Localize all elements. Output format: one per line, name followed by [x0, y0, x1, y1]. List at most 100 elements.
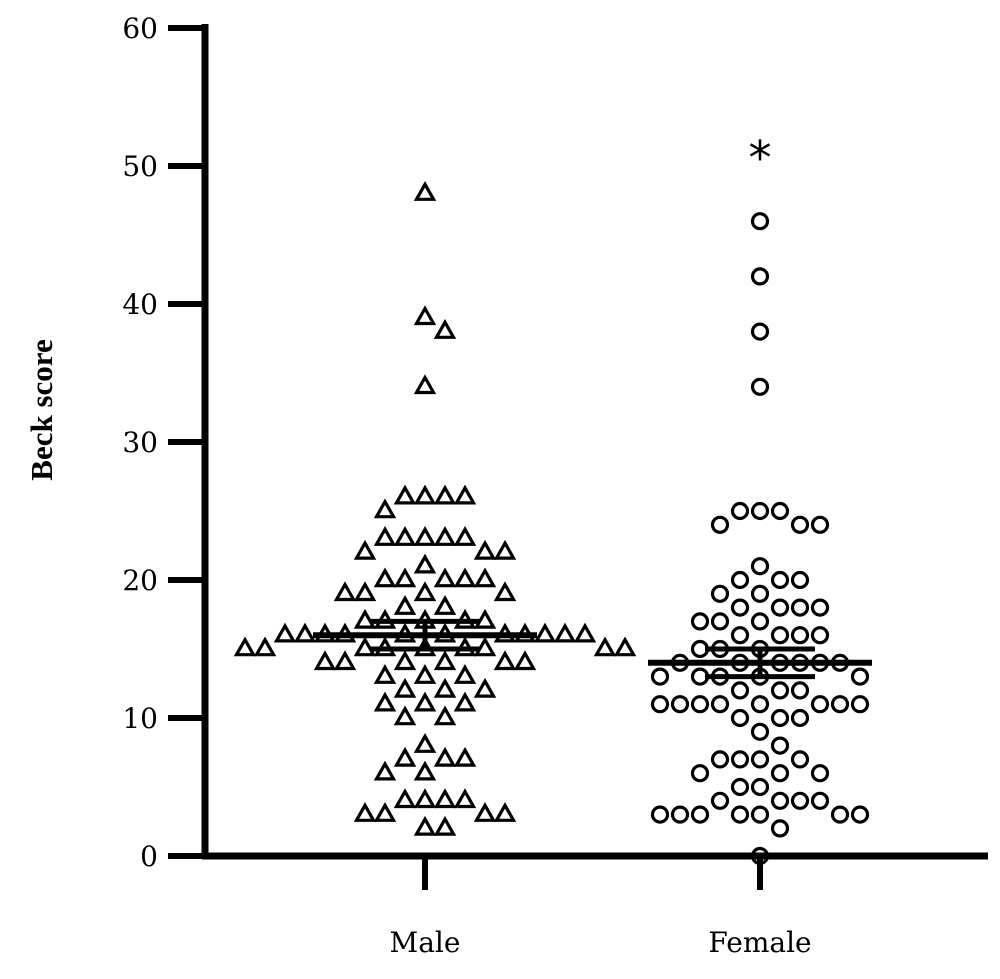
male-data-point — [333, 581, 357, 602]
female-data-point — [790, 708, 810, 728]
male-data-point — [373, 802, 397, 822]
female-data-point — [650, 667, 670, 686]
female-data-point — [850, 805, 870, 824]
y-axis-label: Beck score — [24, 339, 59, 480]
female-data-point — [770, 708, 790, 728]
female-data-point — [710, 515, 730, 534]
male-data-point — [453, 788, 477, 809]
female-data-point — [750, 212, 770, 231]
male-data-point — [613, 636, 637, 657]
female-data-point — [730, 708, 750, 728]
male-data-point — [433, 526, 457, 546]
male-data-point — [413, 815, 437, 836]
male-data-point — [413, 484, 437, 505]
female-data-point — [710, 791, 730, 810]
male-data-point — [473, 636, 497, 657]
male-data-point — [413, 664, 437, 684]
male-data-point — [473, 567, 497, 588]
male-data-point — [393, 595, 417, 615]
male-data-point — [453, 691, 477, 712]
female-data-point — [670, 805, 690, 824]
significance-asterisk: * — [749, 131, 772, 185]
male-data-point — [393, 788, 417, 809]
male-data-point — [393, 746, 417, 767]
female-data-point — [730, 626, 750, 645]
male-data-point — [393, 526, 417, 546]
mean-sem-bars — [313, 618, 872, 680]
female-data-point — [730, 501, 750, 521]
male-data-point — [433, 705, 457, 726]
female-data-point — [690, 764, 710, 783]
female-data-point — [810, 515, 830, 534]
male-data-point — [413, 581, 437, 602]
male-data-point — [473, 802, 497, 822]
male-data-point — [553, 622, 577, 643]
male-data-point — [473, 539, 497, 560]
male-data-point — [353, 636, 377, 657]
female-data-point — [750, 612, 770, 631]
female-data-point — [810, 764, 830, 783]
female-data-point — [770, 819, 790, 838]
female-data-point — [770, 570, 790, 590]
female-data-point — [750, 805, 770, 824]
female-data-point — [770, 791, 790, 810]
female-data-point — [830, 805, 850, 824]
female-data-point — [690, 612, 710, 631]
female-data-point — [670, 695, 690, 714]
male-data-point — [453, 664, 477, 684]
male-data-point — [453, 746, 477, 767]
y-tick-label: 10 — [122, 702, 158, 735]
male-data-point — [353, 539, 377, 560]
female-data-point — [690, 695, 710, 714]
male-data-point — [373, 760, 397, 781]
male-data-point — [573, 622, 597, 643]
female-data-point — [790, 515, 810, 534]
female-data-point — [730, 750, 750, 769]
female-data-point — [650, 695, 670, 714]
male-data-point — [373, 567, 397, 588]
female-data-point — [770, 501, 790, 521]
male-data-point — [373, 526, 397, 546]
male-data-point — [433, 677, 457, 698]
male-data-point — [353, 581, 377, 602]
y-tick-label: 0 — [140, 840, 158, 873]
male-data-point — [493, 802, 517, 822]
female-data-point — [770, 764, 790, 783]
x-category-label: Male — [390, 926, 461, 959]
data-points — [233, 181, 870, 866]
male-data-point — [393, 650, 417, 671]
female-data-point — [810, 598, 830, 617]
male-data-point — [353, 802, 377, 822]
female-data-point — [770, 626, 790, 645]
y-tick-label: 50 — [122, 150, 158, 183]
male-data-point — [453, 484, 477, 505]
male-data-point — [433, 484, 457, 505]
male-data-point — [253, 636, 277, 657]
male-data-point — [393, 484, 417, 505]
male-data-point — [393, 567, 417, 588]
female-data-point — [750, 267, 770, 286]
x-ticks: Male Female — [390, 856, 812, 959]
male-data-point — [433, 815, 457, 836]
male-data-point — [413, 181, 437, 201]
male-data-point — [513, 650, 537, 671]
female-data-point — [730, 681, 750, 700]
female-data-point — [710, 584, 730, 603]
female-data-point — [730, 570, 750, 590]
female-data-point — [810, 626, 830, 645]
y-ticks: 0 10 20 30 40 50 60 — [122, 12, 205, 873]
axes — [201, 24, 988, 860]
male-data-point — [373, 691, 397, 712]
female-data-point — [830, 695, 850, 714]
female-data-point — [750, 846, 770, 866]
male-data-point — [453, 567, 477, 588]
male-data-point — [373, 498, 397, 519]
male-data-point — [413, 553, 437, 574]
male-data-point — [433, 746, 457, 767]
female-data-point — [790, 791, 810, 810]
male-data-point — [433, 650, 457, 671]
male-data-point — [413, 374, 437, 395]
male-data-point — [433, 567, 457, 588]
female-data-point — [790, 570, 810, 590]
y-tick-label: 40 — [122, 288, 158, 321]
